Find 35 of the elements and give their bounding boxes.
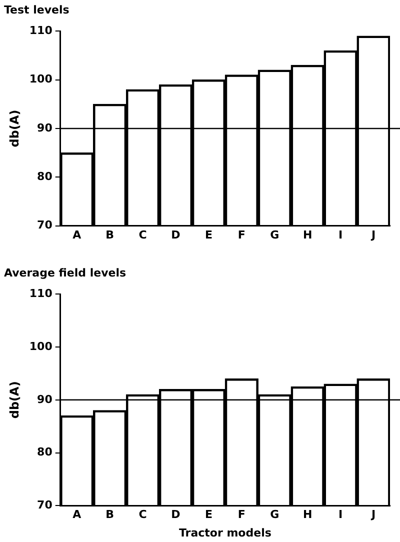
x-tick-label: C bbox=[138, 228, 147, 242]
x-tick-label: J bbox=[370, 228, 376, 242]
chart-title: Test levels bbox=[4, 3, 70, 16]
y-tick-label: 80 bbox=[37, 446, 53, 459]
y-axis-title: db(A) bbox=[7, 381, 22, 419]
x-tick-label: F bbox=[238, 228, 246, 242]
x-tick-label: C bbox=[138, 508, 147, 522]
y-tick-label: 80 bbox=[37, 170, 53, 184]
x-tick-label: H bbox=[302, 228, 312, 242]
y-tick-label: 70 bbox=[37, 498, 53, 512]
x-tick-label: H bbox=[302, 508, 312, 522]
x-tick-label: D bbox=[171, 228, 180, 242]
x-tick-label: I bbox=[338, 508, 343, 522]
y-tick-label: 100 bbox=[29, 340, 53, 353]
x-tick-label: A bbox=[72, 508, 82, 522]
y-tick-label: 90 bbox=[37, 121, 53, 134]
y-tick-label: 70 bbox=[37, 218, 53, 232]
y-tick-label: 100 bbox=[29, 72, 53, 86]
x-tick-label: B bbox=[106, 508, 114, 522]
x-tick-label: G bbox=[270, 508, 280, 522]
y-tick-label: 90 bbox=[37, 392, 53, 406]
y-tick-label: 110 bbox=[29, 287, 53, 300]
chart-title: Average field levels bbox=[4, 266, 126, 280]
x-axis-title: Tractor models bbox=[178, 526, 272, 540]
y-tick-label: 110 bbox=[29, 24, 53, 38]
x-tick-label: I bbox=[338, 228, 343, 242]
x-tick-label: E bbox=[204, 228, 212, 242]
x-tick-label: D bbox=[171, 508, 180, 522]
x-tick-label: E bbox=[204, 508, 212, 522]
x-tick-label: F bbox=[238, 508, 246, 522]
x-tick-label: A bbox=[72, 228, 82, 242]
x-tick-label: G bbox=[270, 228, 280, 242]
x-tick-label: B bbox=[106, 228, 114, 242]
x-tick-label: J bbox=[370, 508, 376, 522]
y-axis-title: db(A) bbox=[7, 110, 22, 148]
